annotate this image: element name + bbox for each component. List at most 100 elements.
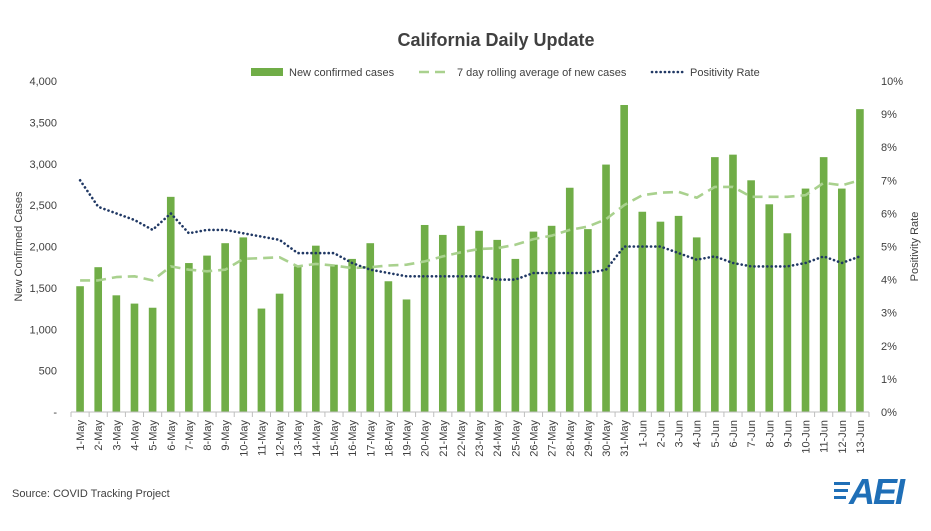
- bar: [674, 215, 683, 412]
- x-tick-label: 2-Jun: [655, 420, 667, 448]
- bar: [656, 221, 665, 412]
- y2-axis-title: Positivity Rate: [909, 212, 921, 282]
- x-tick-label: 3-May: [111, 420, 123, 451]
- rolling-average-line: [80, 179, 861, 282]
- bar: [493, 239, 502, 412]
- y2-tick-label: 1%: [881, 374, 897, 386]
- x-tick-label: 27-May: [547, 420, 559, 457]
- bar: [529, 231, 538, 412]
- positivity-rate-line: [78, 179, 862, 281]
- bar: [819, 157, 828, 412]
- bar: [438, 234, 447, 412]
- x-tick-label: 29-May: [583, 420, 595, 457]
- bar: [148, 307, 157, 412]
- bar: [475, 230, 483, 412]
- y2-tick-label: 3%: [881, 308, 897, 320]
- x-tick-label: 4-May: [129, 420, 141, 451]
- x-tick-label: 18-May: [383, 420, 395, 457]
- y-tick-label: 2,500: [29, 200, 57, 212]
- bar: [384, 281, 393, 412]
- y-tick-label: 2,000: [29, 242, 57, 254]
- bar: [420, 224, 429, 412]
- bar: [747, 180, 755, 412]
- y2-tick-label: 0%: [881, 407, 897, 419]
- axes: - 500 1,000 1,500 2,000 2,500 3,000 3,500 4,000 0…: [13, 76, 921, 457]
- svg-text:AEI: AEI: [848, 471, 906, 512]
- bar: [366, 243, 375, 412]
- x-tick-label: 15-May: [329, 420, 341, 457]
- bar: [312, 245, 320, 412]
- x-tick-label: 10-Jun: [801, 420, 813, 454]
- legend-label: Positivity Rate: [690, 67, 760, 79]
- bar-series: [76, 104, 864, 412]
- bar: [402, 299, 411, 412]
- chart-title: California Daily Update: [397, 30, 594, 50]
- y-tick-label: 1,000: [29, 324, 57, 336]
- x-tick-label: 16-May: [347, 420, 359, 457]
- x-tick-label: 13-May: [293, 420, 305, 457]
- aei-logo: AEI: [834, 471, 908, 512]
- legend-label: New confirmed cases: [289, 67, 395, 79]
- y2-tick-label: 8%: [881, 142, 897, 154]
- y2-tick-label: 10%: [881, 76, 903, 88]
- x-tick-label: 9-Jun: [782, 420, 794, 448]
- bar: [257, 308, 266, 412]
- x-tick-label: 7-May: [184, 420, 196, 451]
- bar: [76, 286, 84, 412]
- x-tick-label: 31-May: [619, 420, 631, 457]
- bar: [856, 109, 864, 412]
- y-tick-label: -: [53, 407, 57, 419]
- x-tick-label: 11-May: [256, 420, 268, 456]
- legend-swatch-bar: [251, 68, 283, 76]
- bar: [457, 225, 465, 412]
- bar: [837, 188, 846, 412]
- y-tick-label: 4,000: [29, 76, 57, 88]
- bar: [801, 188, 810, 412]
- bar: [602, 164, 610, 412]
- bar: [239, 237, 248, 412]
- bar: [130, 303, 139, 412]
- y2-tick-label: 9%: [881, 109, 897, 121]
- y2-tick-label: 6%: [881, 208, 897, 220]
- bar: [711, 157, 719, 412]
- x-tick-label: 1-May: [75, 420, 87, 451]
- bar: [112, 295, 121, 412]
- x-tick-label: 12-Jun: [837, 420, 849, 454]
- bar: [783, 233, 792, 412]
- bar: [94, 267, 103, 412]
- bar: [511, 258, 520, 412]
- y-tick-label: 500: [39, 366, 57, 378]
- bar: [203, 255, 211, 412]
- x-tick-label: 23-May: [474, 420, 486, 457]
- x-tick-label: 19-May: [402, 420, 414, 457]
- bar: [547, 225, 556, 412]
- x-tick-label: 13-Jun: [855, 420, 867, 454]
- x-tick-label: 20-May: [420, 420, 432, 457]
- bar: [348, 258, 356, 412]
- x-tick-label: 28-May: [565, 420, 577, 457]
- y-tick-label: 3,000: [29, 159, 57, 171]
- bar: [765, 204, 774, 412]
- x-tick-label: 1-Jun: [637, 420, 649, 448]
- bar: [584, 229, 592, 412]
- line-series: [78, 179, 862, 282]
- bar: [166, 196, 175, 412]
- bar: [275, 293, 284, 412]
- x-tick-label: 11-Jun: [819, 420, 831, 453]
- x-tick-label: 6-May: [166, 420, 178, 451]
- y-axis-title: New Confirmed Cases: [13, 191, 25, 302]
- bar: [221, 243, 229, 412]
- x-tick-label: 22-May: [456, 420, 468, 457]
- x-tick-label: 3-Jun: [674, 420, 686, 448]
- x-tick-label: 8-May: [202, 420, 214, 451]
- x-tick-label: 4-Jun: [692, 420, 704, 448]
- bar: [638, 211, 647, 412]
- bar: [729, 154, 737, 412]
- x-tick-label: 26-May: [528, 420, 540, 457]
- y2-tick-label: 4%: [881, 275, 897, 287]
- y2-tick-label: 5%: [881, 242, 897, 254]
- bar: [692, 237, 701, 412]
- x-tick-label: 25-May: [510, 420, 522, 457]
- x-tick-label: 17-May: [365, 420, 377, 457]
